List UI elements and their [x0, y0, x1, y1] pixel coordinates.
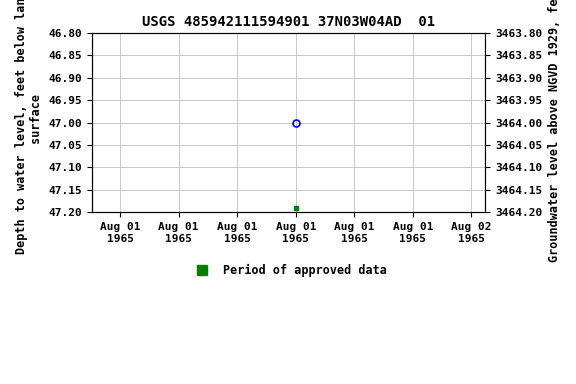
Y-axis label: Groundwater level above NGVD 1929, feet: Groundwater level above NGVD 1929, feet: [548, 0, 561, 262]
Title: USGS 485942111594901 37N03W04AD  01: USGS 485942111594901 37N03W04AD 01: [142, 15, 435, 29]
Legend: Period of approved data: Period of approved data: [185, 259, 392, 282]
Y-axis label: Depth to water level, feet below land
 surface: Depth to water level, feet below land su…: [15, 0, 43, 255]
